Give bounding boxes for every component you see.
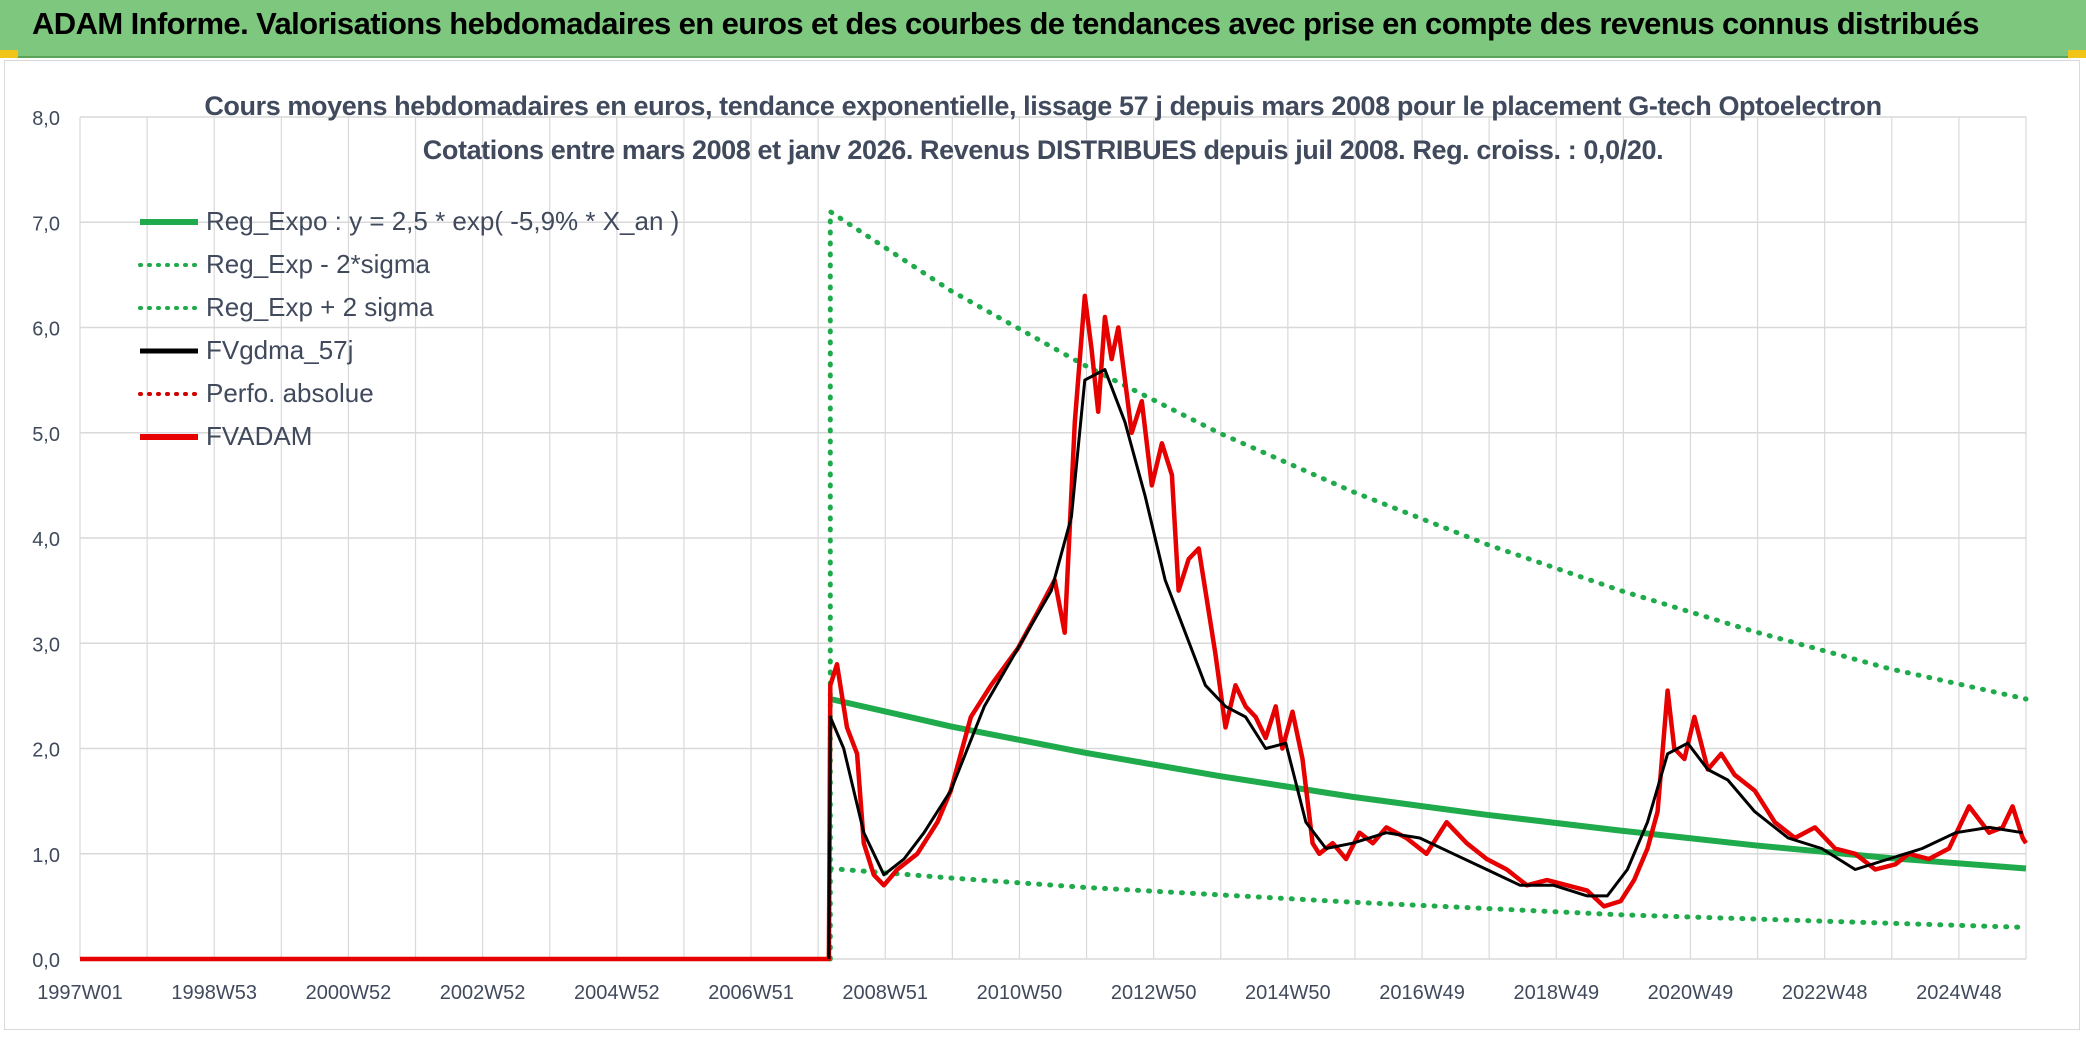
y-tick-label: 6,0 [32, 319, 60, 341]
legend-swatch [138, 262, 200, 267]
x-tick-label: 1998W53 [171, 982, 257, 1004]
x-tick-label: 2002W52 [440, 982, 526, 1004]
legend-swatch [140, 218, 198, 225]
legend-item-fvadam: FVADAM [138, 415, 679, 458]
y-tick-label: 5,0 [32, 424, 60, 446]
x-tick-label: 1997W01 [37, 982, 123, 1004]
chart-titles: Cours moyens hebdomadaires en euros, ten… [0, 84, 2086, 172]
x-tick-label: 2018W49 [1513, 982, 1599, 1004]
x-tick-label: 2006W51 [708, 982, 794, 1004]
x-axis-tick-labels: 1997W01 1998W53 2000W52 2002W52 2004W52 2006W… [37, 982, 2002, 1004]
legend-item-reg-lower: Reg_Exp - 2*sigma [138, 243, 679, 286]
series-line-reg-expo [829, 696, 2027, 872]
x-tick-label: 2012W50 [1111, 982, 1197, 1004]
legend-label: FVgdma_57j [206, 335, 354, 365]
x-tick-label: 2020W49 [1648, 982, 1734, 1004]
chart-title-line-1: Cours moyens hebdomadaires en euros, ten… [204, 91, 1882, 121]
legend-swatch [140, 348, 198, 353]
y-tick-label: 8,0 [32, 108, 60, 130]
series-line-reg-lower [827, 866, 2029, 930]
y-axis-tick-labels: 0,0 1,0 2,0 3,0 4,0 5,0 6,0 7,0 8,0 [32, 108, 60, 972]
legend-swatch [138, 391, 200, 396]
legend-item-fv-gdma: FVgdma_57j [138, 329, 679, 372]
legend-item-perf-abs: Perfo. absolue [138, 372, 679, 415]
chart-frame [4, 60, 2080, 1030]
chart-title-line-2: Cotations entre mars 2008 et janv 2026. … [422, 135, 1664, 165]
x-tick-label: 2000W52 [306, 982, 392, 1004]
legend-label: Perfo. absolue [206, 378, 374, 408]
legend-swatch [138, 305, 200, 310]
chart-series [80, 209, 2029, 962]
x-tick-label: 2022W48 [1782, 982, 1868, 1004]
legend-label: Reg_Exp + 2 sigma [206, 292, 434, 322]
series-line-fv-gdma [827, 368, 2023, 960]
legend-swatch [140, 433, 198, 440]
x-tick-label: 2016W49 [1379, 982, 1465, 1004]
legend-label: FVADAM [206, 421, 313, 451]
y-tick-label: 2,0 [32, 740, 60, 762]
x-tick-label: 2014W50 [1245, 982, 1331, 1004]
y-tick-label: 0,0 [32, 950, 60, 972]
x-tick-label: 2010W50 [977, 982, 1063, 1004]
report-banner: ADAM Informe. Valorisations hebdomadaire… [0, 0, 2086, 58]
chart-legend: Reg_Expo : y = 2,5 * exp( -5,9% * X_an )… [138, 200, 679, 458]
x-tick-label: 2004W52 [574, 982, 660, 1004]
banner-title: ADAM Informe. Valorisations hebdomadaire… [32, 6, 1979, 41]
y-tick-label: 1,0 [32, 845, 60, 867]
y-tick-label: 3,0 [32, 634, 60, 656]
legend-item-reg-upper: Reg_Exp + 2 sigma [138, 286, 679, 329]
y-tick-label: 7,0 [32, 213, 60, 235]
x-tick-label: 2024W48 [1916, 982, 2002, 1004]
legend-item-reg-expo: Reg_Expo : y = 2,5 * exp( -5,9% * X_an ) [138, 200, 679, 243]
corner-marker [0, 50, 18, 58]
y-tick-label: 4,0 [32, 529, 60, 551]
x-tick-label: 2008W51 [842, 982, 928, 1004]
corner-marker [2068, 50, 2086, 58]
series-line-reg-upper [827, 209, 2029, 962]
legend-label: Reg_Exp - 2*sigma [206, 249, 430, 279]
legend-label: Reg_Expo : y = 2,5 * exp( -5,9% * X_an ) [206, 206, 680, 236]
